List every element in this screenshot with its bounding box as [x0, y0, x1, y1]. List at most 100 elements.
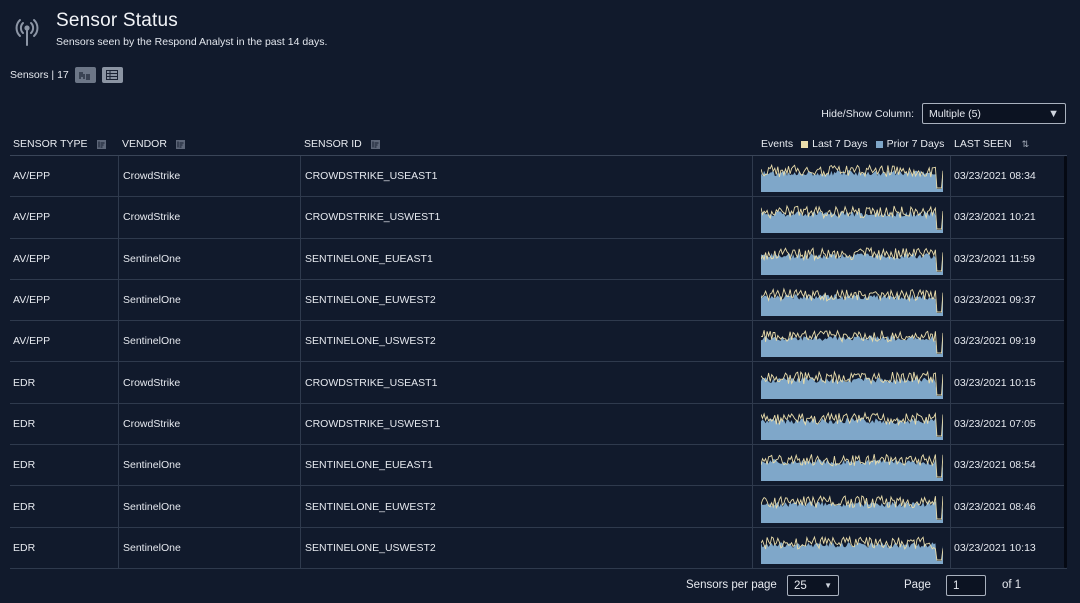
events-sparkline: [761, 205, 943, 234]
cell-vendor: CrowdStrike: [118, 362, 300, 403]
cell-last-seen: 03/23/2021 08:54: [950, 445, 1067, 486]
events-sparkline: [761, 411, 943, 440]
cell-events: [752, 156, 950, 197]
table-row[interactable]: EDR CrowdStrike CROWDSTRIKE_USWEST1 03/23/2…: [10, 403, 1067, 446]
prior7-area: [761, 417, 943, 440]
cell-vendor: SentinelOne: [118, 321, 300, 362]
per-page-value: 25: [794, 579, 807, 592]
cell-events: [752, 527, 950, 568]
last7-line: [761, 163, 943, 189]
table-view-button[interactable]: [101, 67, 123, 83]
cell-vendor: SentinelOne: [118, 527, 300, 568]
header-sensor-id[interactable]: SENSOR ID: [300, 138, 752, 150]
table-body: AV/EPP CrowdStrike CROWDSTRIKE_USEAST1 03/2…: [10, 156, 1067, 569]
header-last-seen-label: LAST SEEN: [954, 138, 1012, 150]
events-sparkline: [761, 494, 943, 523]
events-sparkline: [761, 246, 943, 275]
header-vendor[interactable]: VENDOR: [118, 138, 300, 150]
cell-last-seen: 03/23/2021 08:34: [950, 156, 1067, 197]
cell-sensor-id: SENTINELONE_EUEAST1: [300, 445, 752, 486]
cell-sensor-type: AV/EPP: [13, 252, 51, 265]
header-sensor-id-label: SENSOR ID: [304, 138, 362, 150]
table-row[interactable]: AV/EPP CrowdStrike CROWDSTRIKE_USEAST1 03/2…: [10, 156, 1067, 198]
events-sparkline: [761, 535, 943, 564]
cell-last-seen: 03/23/2021 09:37: [950, 279, 1067, 321]
cell-sensor-type: AV/EPP: [13, 294, 51, 307]
sensor-count: Sensors | 17: [10, 67, 123, 83]
last7-line: [761, 205, 943, 230]
table-row[interactable]: AV/EPP CrowdStrike CROWDSTRIKE_USWEST1 03/2…: [10, 197, 1067, 239]
table-row[interactable]: EDR SentinelOne SENTINELONE_EUEAST1 03/23/2…: [10, 445, 1067, 487]
header-sensor-type-label: SENSOR TYPE: [13, 138, 88, 150]
last7-line: [761, 287, 943, 313]
last7-line: [761, 329, 943, 354]
caret-down-icon: ▼: [824, 581, 832, 590]
cell-events: [752, 321, 950, 362]
last7-line: [761, 411, 943, 437]
last7-line: [761, 453, 943, 478]
prior7-area: [761, 335, 943, 358]
cell-last-seen: 03/23/2021 10:13: [950, 527, 1067, 568]
column-picker: Hide/Show Column: Multiple (5) ▼: [821, 103, 1066, 124]
legend-prior7-swatch: [875, 140, 883, 148]
cell-sensor-id: SENTINELONE_USWEST2: [300, 527, 752, 568]
cell-events: [752, 238, 950, 279]
per-page-select[interactable]: 25 ▼: [787, 575, 839, 596]
cell-last-seen: 03/23/2021 07:05: [950, 403, 1067, 445]
sensor-antenna-icon: [15, 19, 39, 46]
cell-sensor-id: SENTINELONE_EUWEST2: [300, 486, 752, 527]
prior7-area: [761, 500, 943, 523]
cell-events: [752, 445, 950, 486]
column-picker-select[interactable]: Multiple (5) ▼: [922, 103, 1066, 124]
page-header: Sensor Status Sensors seen by the Respon…: [12, 10, 327, 48]
legend-prior7-label: Prior 7 Days: [886, 138, 945, 150]
cell-sensor-id: CROWDSTRIKE_USWEST1: [300, 403, 752, 445]
legend-last7-label: Last 7 Days: [812, 138, 868, 150]
sort-updown-icon[interactable]: ⇅: [1021, 138, 1030, 149]
caret-down-icon: ▼: [1048, 107, 1059, 120]
pagination: Sensors per page 25 ▼ Page 1 of 1: [0, 575, 1080, 597]
table-row[interactable]: EDR CrowdStrike CROWDSTRIKE_USEAST1 03/23/2…: [10, 362, 1067, 404]
sort-icon[interactable]: [175, 139, 185, 149]
cell-sensor-id: CROWDSTRIKE_USWEST1: [300, 197, 752, 238]
cell-last-seen: 03/23/2021 08:46: [950, 486, 1067, 527]
cell-events: [752, 403, 950, 445]
table-header: SENSOR TYPE VENDOR SENSOR ID Events Last…: [10, 133, 1067, 156]
sort-icon[interactable]: [370, 139, 380, 149]
cell-vendor: SentinelOne: [118, 486, 300, 527]
sort-icon[interactable]: [96, 139, 106, 149]
prior7-area: [761, 252, 943, 275]
header-sensor-type[interactable]: SENSOR TYPE: [10, 138, 118, 150]
cell-vendor: CrowdStrike: [118, 197, 300, 238]
page-number-input[interactable]: 1: [946, 575, 986, 596]
header-last-seen[interactable]: LAST SEEN ⇅: [950, 138, 1067, 150]
header-events: Events Last 7 Days Prior 7 Days: [752, 138, 950, 150]
cell-last-seen: 03/23/2021 11:59: [950, 238, 1067, 279]
table-row[interactable]: EDR SentinelOne SENTINELONE_EUWEST2 03/23/2…: [10, 486, 1067, 528]
cell-sensor-type: EDR: [13, 417, 36, 430]
table-row[interactable]: AV/EPP SentinelOne SENTINELONE_EUEAST1 03/2…: [10, 238, 1067, 280]
scrollbar[interactable]: [1064, 156, 1067, 568]
table-row[interactable]: AV/EPP SentinelOne SENTINELONE_USWEST2 03/2…: [10, 321, 1067, 363]
cell-sensor-id: CROWDSTRIKE_USEAST1: [300, 156, 752, 197]
header-vendor-label: VENDOR: [122, 138, 167, 150]
cell-vendor: SentinelOne: [118, 279, 300, 321]
table-row[interactable]: EDR SentinelOne SENTINELONE_USWEST2 03/23/2…: [10, 527, 1067, 569]
prior7-area: [761, 211, 943, 234]
chart-view-button[interactable]: [74, 67, 96, 83]
cell-last-seen: 03/23/2021 09:19: [950, 321, 1067, 362]
cell-vendor: CrowdStrike: [118, 403, 300, 445]
column-picker-label: Hide/Show Column:: [821, 107, 914, 120]
last7-line: [761, 494, 943, 519]
header-events-label: Events: [761, 138, 794, 150]
cell-sensor-type: EDR: [13, 459, 36, 472]
cell-sensor-type: EDR: [13, 500, 36, 513]
prior7-area: [761, 294, 943, 317]
page-total-label: of 1: [1002, 579, 1022, 591]
prior7-area: [761, 541, 943, 564]
cell-sensor-type: AV/EPP: [13, 335, 51, 348]
cell-sensor-id: SENTINELONE_USWEST2: [300, 321, 752, 362]
table-row[interactable]: AV/EPP SentinelOne SENTINELONE_EUWEST2 03/2…: [10, 279, 1067, 322]
cell-sensor-id: CROWDSTRIKE_USEAST1: [300, 362, 752, 403]
prior7-area: [761, 170, 943, 193]
